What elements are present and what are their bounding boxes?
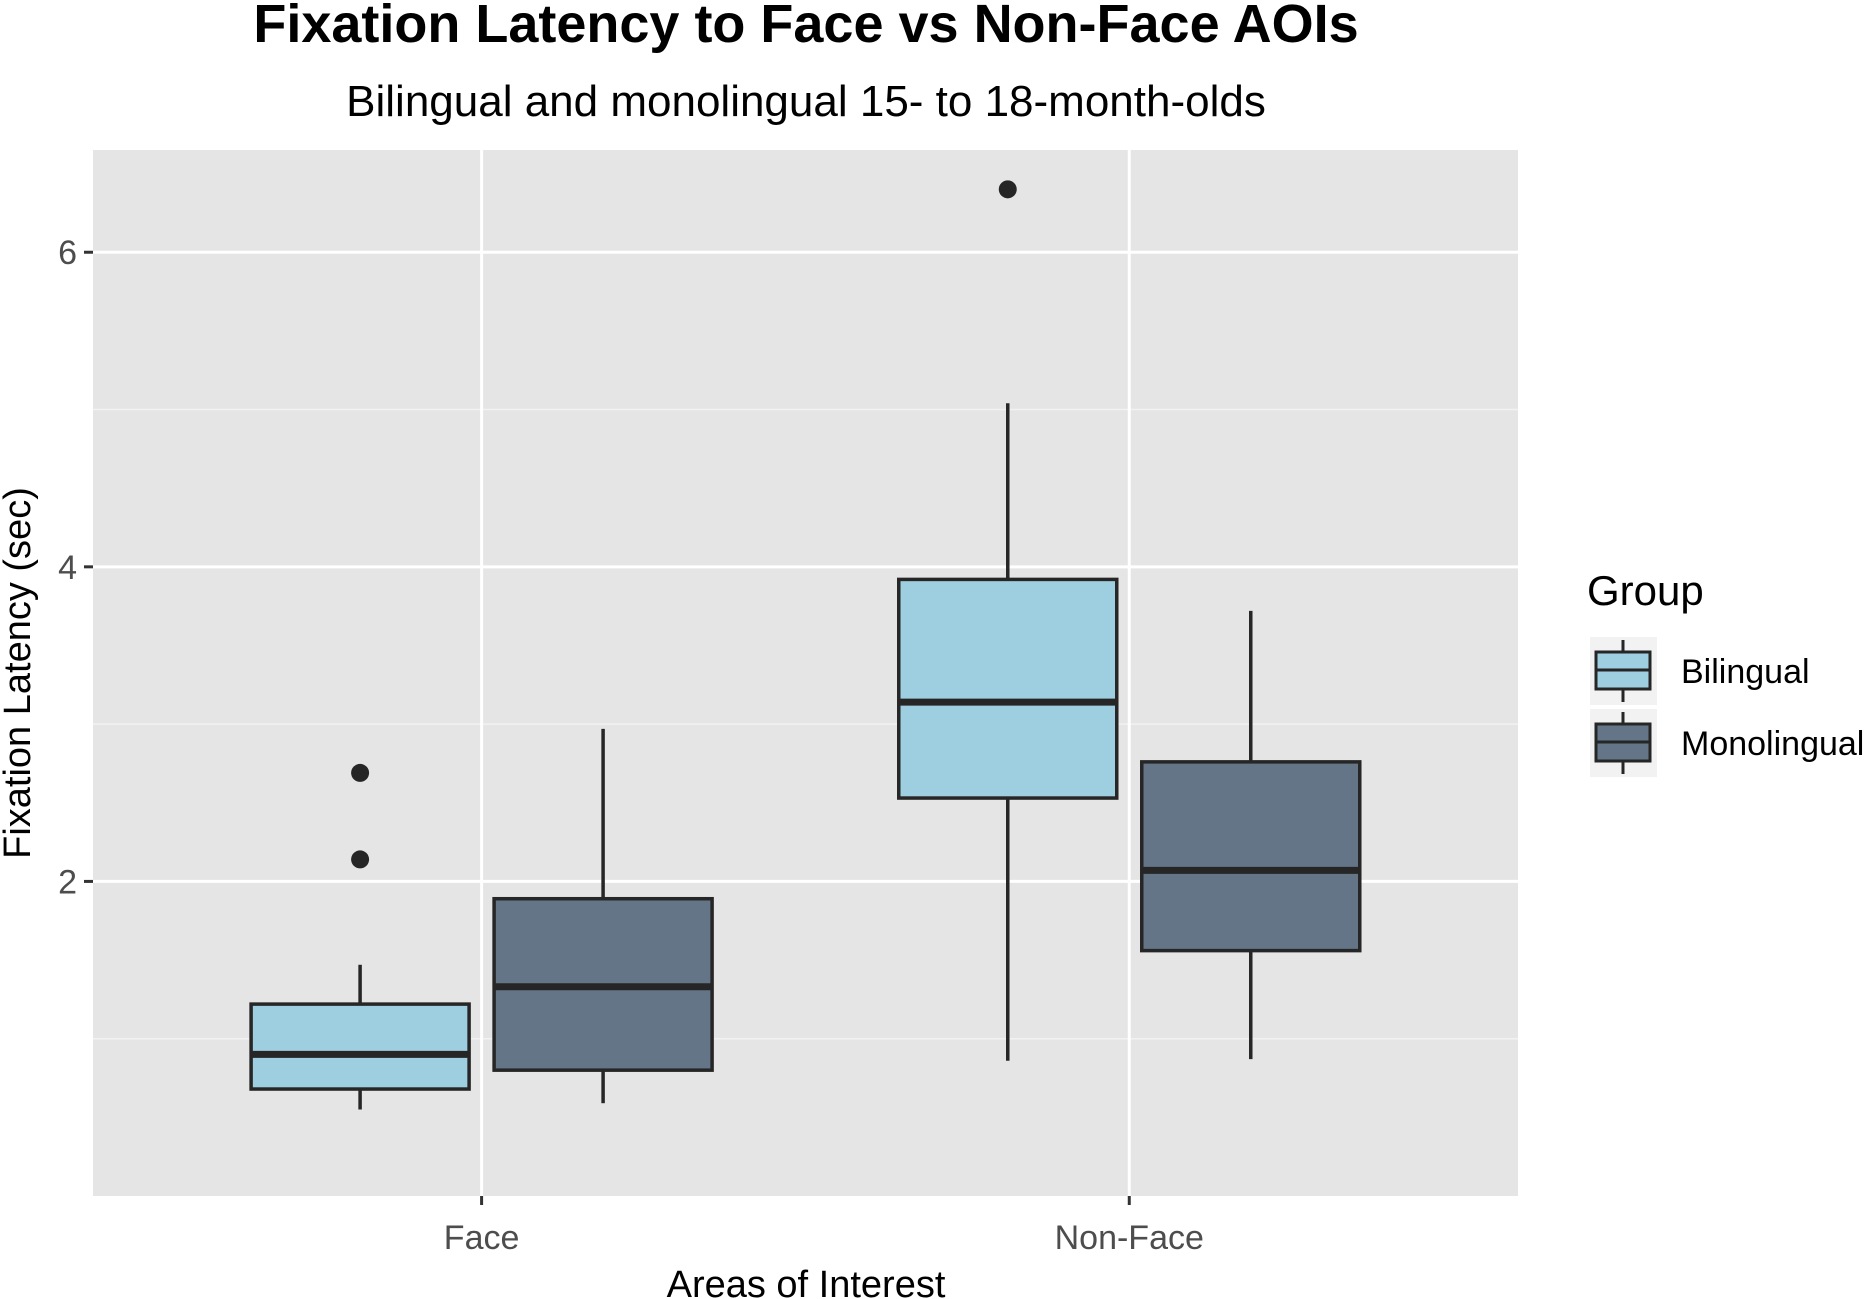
- box-layer: [249, 180, 1362, 1110]
- axes: 2 4 6 Face Non-Face: [58, 234, 1204, 1257]
- box-iqr: [897, 577, 1119, 800]
- y-tick-label: 4: [58, 549, 77, 587]
- box-iqr: [249, 1002, 471, 1091]
- x-tick-label: Non-Face: [1055, 1219, 1204, 1257]
- x-tick-label: Face: [444, 1219, 520, 1257]
- outlier-point: [351, 850, 370, 869]
- legend-title: Group: [1587, 567, 1704, 614]
- y-tick-label: 2: [58, 863, 77, 901]
- legend: Group Bilingual Monolingual: [1587, 567, 1864, 777]
- legend-items: Bilingual Monolingual: [1590, 637, 1864, 777]
- legend-item-monolingual: Monolingual: [1590, 709, 1864, 777]
- box-monolingual-non-face: [1140, 610, 1362, 1060]
- y-tick-label: 6: [58, 234, 77, 272]
- y-axis-title: Fixation Latency (sec): [0, 487, 39, 859]
- box-bilingual-face: [249, 763, 471, 1110]
- grid-lines: [93, 150, 1518, 1196]
- box-iqr: [1140, 760, 1362, 953]
- chart-subtitle: Bilingual and monolingual 15- to 18-mont…: [346, 77, 1266, 126]
- outlier-point: [351, 763, 370, 782]
- chart-title: Fixation Latency to Face vs Non-Face AOI…: [253, 0, 1358, 54]
- box-monolingual-face: [492, 728, 714, 1104]
- box-bilingual-non-face: [897, 180, 1119, 1061]
- x-axis-title: Areas of Interest: [667, 1264, 946, 1299]
- legend-item-bilingual: Bilingual: [1590, 637, 1810, 705]
- legend-label: Bilingual: [1681, 653, 1810, 691]
- outlier-point: [998, 180, 1017, 199]
- legend-label: Monolingual: [1681, 725, 1864, 763]
